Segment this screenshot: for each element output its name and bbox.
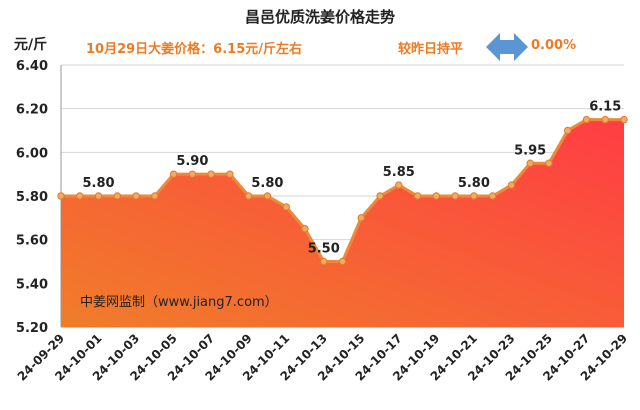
chart-title: 昌邑优质洗姜价格走势 [244,8,395,26]
data-point [207,170,215,178]
data-point [507,181,516,189]
data-point [564,126,572,135]
data-point [451,192,459,200]
data-label: 5.80 [82,176,114,191]
x-tick-labels: 24-09-2924-10-0124-10-0324-10-0524-10-07… [15,331,630,383]
y-tick-label: 6.00 [16,146,48,161]
data-point [601,115,609,124]
data-point [620,115,628,124]
data-point [488,192,497,200]
compare-label: 较昨日持平 [398,42,464,57]
data-points [57,115,628,266]
data-label: 5.95 [514,143,546,158]
data-point [413,192,422,200]
y-tick-label: 6.20 [16,103,48,118]
data-point [282,203,290,211]
data-labels: 5.80 5.90 5.80 5.50 5.85 5.80 5.95 6.15 [82,100,621,257]
data-point [582,115,591,124]
data-label: 5.80 [251,176,283,191]
data-point [169,170,178,178]
data-point [320,257,328,266]
data-point [226,170,234,178]
data-point [132,192,140,200]
data-point [188,170,197,178]
data-point [470,192,478,200]
data-point [301,225,309,233]
data-point [395,181,403,189]
y-tick-labels: 5.20 5.40 5.60 5.80 6.00 6.20 6.40 [16,59,48,336]
data-point [376,192,384,200]
data-point [151,192,159,200]
data-label: 6.15 [589,100,621,115]
y-axis-unit: 元/斤 [14,37,48,53]
y-tick-label: 5.80 [16,190,48,205]
y-tick-label: 6.40 [16,59,48,74]
data-point [357,214,365,222]
arrow-shape [486,33,528,61]
data-point [432,192,441,200]
double-arrow-icon [486,33,528,61]
data-label: 5.90 [176,154,208,169]
data-point [94,192,103,200]
data-point [76,192,84,200]
data-point [545,159,553,167]
data-label: 5.50 [308,242,340,257]
data-point [57,192,65,200]
y-tick-label: 5.40 [16,277,48,292]
data-point [244,192,253,200]
data-point [113,192,122,200]
data-point [526,159,534,167]
data-point [263,192,272,200]
data-label: 5.80 [458,176,490,191]
watermark: 中姜网监制（www.jiang7.com） [80,295,278,310]
price-note: 10月29日大姜价格：6.15元/斤左右 [86,42,303,57]
y-tick-label: 5.60 [16,234,48,249]
price-area [61,119,624,327]
data-point [338,257,347,266]
change-percent: 0.00% [531,38,577,53]
data-label: 5.85 [383,165,415,180]
y-tick-label: 5.20 [16,321,48,336]
